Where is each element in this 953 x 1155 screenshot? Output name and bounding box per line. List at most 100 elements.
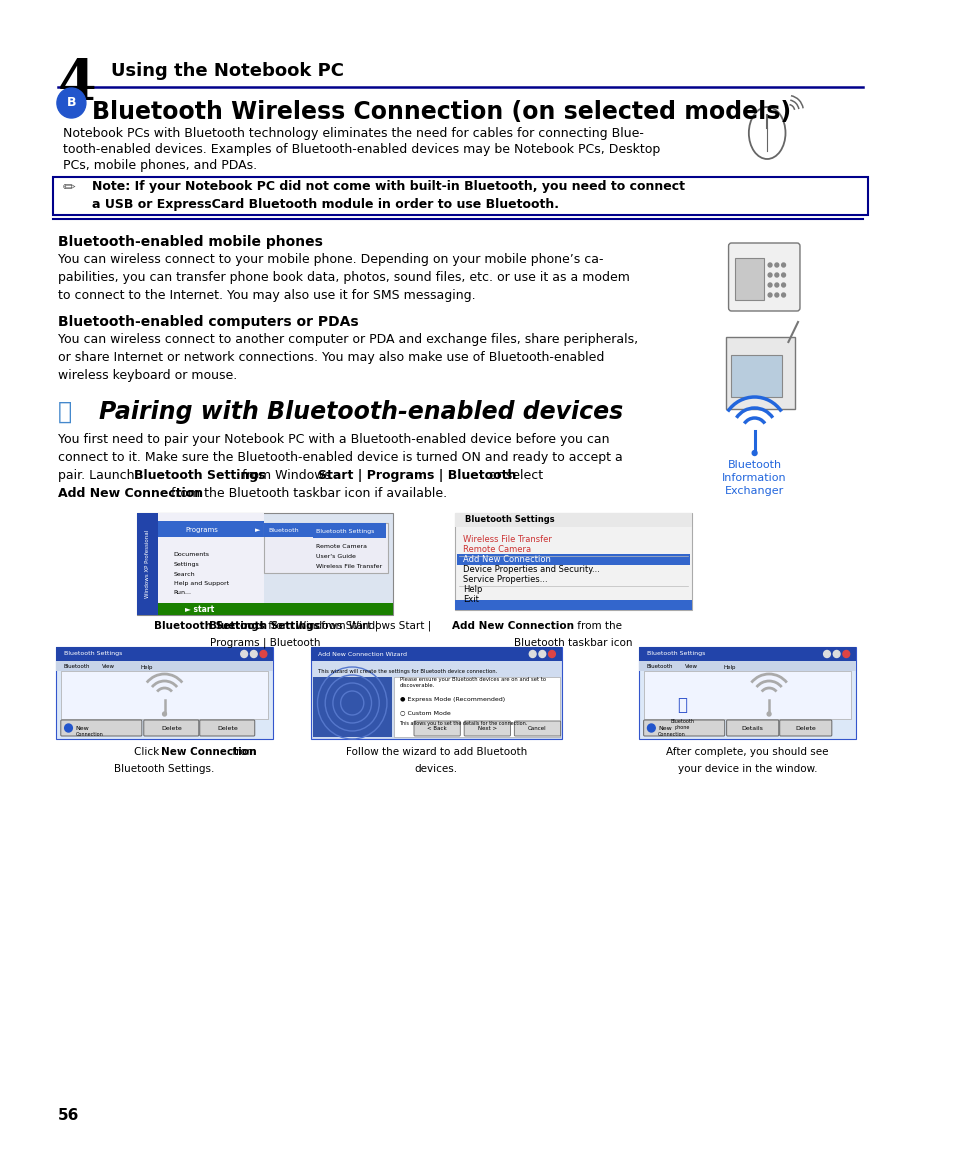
Text: Bluetooth-enabled mobile phones: Bluetooth-enabled mobile phones xyxy=(58,234,322,249)
Bar xyxy=(264,523,313,537)
Text: Bluetooth Settings: Bluetooth Settings xyxy=(153,621,265,631)
Bar xyxy=(639,647,855,739)
Text: Add New Connection Wizard: Add New Connection Wizard xyxy=(318,651,407,656)
Text: Delete: Delete xyxy=(161,725,181,730)
Text: your device in the window.: your device in the window. xyxy=(677,763,817,774)
Circle shape xyxy=(529,650,536,657)
Bar xyxy=(158,513,264,603)
Text: Connection: Connection xyxy=(658,732,685,738)
FancyBboxPatch shape xyxy=(414,721,459,736)
Text: After complete, you should see: After complete, you should see xyxy=(665,747,828,757)
Text: from the: from the xyxy=(573,621,621,631)
Text: New Connection: New Connection xyxy=(160,747,255,757)
Text: Bluetooth Settings: Bluetooth Settings xyxy=(210,621,320,631)
Text: Documents: Documents xyxy=(173,552,210,558)
FancyBboxPatch shape xyxy=(779,720,831,736)
Text: Bluetooth Settings: Bluetooth Settings xyxy=(465,515,554,524)
Text: Bluetooth: Bluetooth xyxy=(268,529,298,534)
Bar xyxy=(56,647,273,739)
Text: This wizard will create the settings for Bluetooth device connection.: This wizard will create the settings for… xyxy=(318,669,497,675)
Text: View: View xyxy=(684,664,698,670)
Text: You can wireless connect to your mobile phone. Depending on your mobile phone’s : You can wireless connect to your mobile … xyxy=(58,253,602,266)
Bar xyxy=(643,671,850,720)
Text: from Windows: from Windows xyxy=(238,469,335,482)
Bar xyxy=(735,258,763,300)
Text: Details: Details xyxy=(741,725,762,730)
Bar xyxy=(725,337,794,409)
Text: Add New Connection: Add New Connection xyxy=(451,621,573,631)
Text: from: from xyxy=(229,747,256,757)
Circle shape xyxy=(538,650,545,657)
FancyBboxPatch shape xyxy=(514,721,560,736)
Text: Wireless File Transfer: Wireless File Transfer xyxy=(315,565,381,569)
Bar xyxy=(56,661,273,671)
Bar xyxy=(455,513,691,527)
Text: Connection: Connection xyxy=(75,732,103,738)
Bar xyxy=(731,355,781,397)
Text: from the Bluetooth taskbar icon if available.: from the Bluetooth taskbar icon if avail… xyxy=(167,487,447,500)
Circle shape xyxy=(162,711,166,716)
Text: Help: Help xyxy=(723,664,736,670)
Bar xyxy=(158,521,264,537)
Circle shape xyxy=(781,283,784,286)
Text: ✏: ✏ xyxy=(63,180,75,195)
Circle shape xyxy=(240,650,247,657)
Text: ► start: ► start xyxy=(185,604,214,613)
Circle shape xyxy=(260,650,267,657)
Text: Remote Camera: Remote Camera xyxy=(463,545,531,554)
Text: 4: 4 xyxy=(58,57,96,112)
Bar xyxy=(639,647,855,661)
Text: Help and Support: Help and Support xyxy=(173,581,229,586)
Text: Help: Help xyxy=(141,664,153,670)
Text: Exit: Exit xyxy=(463,595,478,604)
Text: 📱: 📱 xyxy=(677,696,686,714)
Circle shape xyxy=(842,650,849,657)
Text: Bluetooth Settings: Bluetooth Settings xyxy=(134,469,265,482)
Text: PCs, mobile phones, and PDAs.: PCs, mobile phones, and PDAs. xyxy=(63,159,256,172)
Bar xyxy=(137,513,158,614)
Text: Service Properties...: Service Properties... xyxy=(463,575,547,584)
Circle shape xyxy=(774,293,778,297)
FancyBboxPatch shape xyxy=(61,720,142,736)
Circle shape xyxy=(767,293,771,297)
Text: or select: or select xyxy=(485,469,543,482)
Bar xyxy=(313,523,386,538)
Circle shape xyxy=(65,724,72,732)
Bar xyxy=(313,677,392,737)
Text: Notebook PCs with Bluetooth technology eliminates the need for cables for connec: Notebook PCs with Bluetooth technology e… xyxy=(63,127,643,140)
Bar xyxy=(61,671,268,720)
Text: Device Properties and Security...: Device Properties and Security... xyxy=(463,565,599,574)
Text: Pairing with Bluetooth-enabled devices: Pairing with Bluetooth-enabled devices xyxy=(99,400,623,424)
Bar xyxy=(456,554,689,565)
Text: Cancel: Cancel xyxy=(528,726,546,731)
Text: Search: Search xyxy=(173,572,195,576)
Text: Delete: Delete xyxy=(795,725,815,730)
Text: Bluetooth Settings.: Bluetooth Settings. xyxy=(114,763,214,774)
Text: devices.: devices. xyxy=(415,763,457,774)
Text: Bluetooth taskbar icon: Bluetooth taskbar icon xyxy=(514,638,632,648)
Text: This allows you to set the details for the connection.: This allows you to set the details for t… xyxy=(399,721,527,726)
Circle shape xyxy=(774,283,778,286)
Text: 💻: 💻 xyxy=(58,400,71,424)
Text: Wireless File Transfer: Wireless File Transfer xyxy=(463,535,552,544)
Circle shape xyxy=(822,650,829,657)
Text: ● Express Mode (Recommended): ● Express Mode (Recommended) xyxy=(399,696,504,702)
Text: Bluetooth Settings: Bluetooth Settings xyxy=(315,529,374,534)
Bar xyxy=(639,661,855,671)
Circle shape xyxy=(781,263,784,267)
Text: New: New xyxy=(658,725,671,730)
Text: Bluetooth
Information
Exchanger: Bluetooth Information Exchanger xyxy=(721,460,786,497)
Circle shape xyxy=(832,650,840,657)
Text: Bluetooth Settings: Bluetooth Settings xyxy=(64,651,122,656)
Circle shape xyxy=(774,263,778,267)
Bar xyxy=(158,603,393,614)
FancyBboxPatch shape xyxy=(726,720,778,736)
Circle shape xyxy=(751,450,757,455)
Text: Note: If your Notebook PC did not come with built-in Bluetooth, you need to conn: Note: If your Notebook PC did not come w… xyxy=(91,180,684,193)
Text: User's Guide: User's Guide xyxy=(315,554,355,559)
Text: pair. Launch: pair. Launch xyxy=(58,469,138,482)
Text: Click: Click xyxy=(133,747,162,757)
Text: Programs | Bluetooth: Programs | Bluetooth xyxy=(210,638,320,648)
Bar xyxy=(455,599,691,610)
Text: Add New Connection: Add New Connection xyxy=(58,487,203,500)
